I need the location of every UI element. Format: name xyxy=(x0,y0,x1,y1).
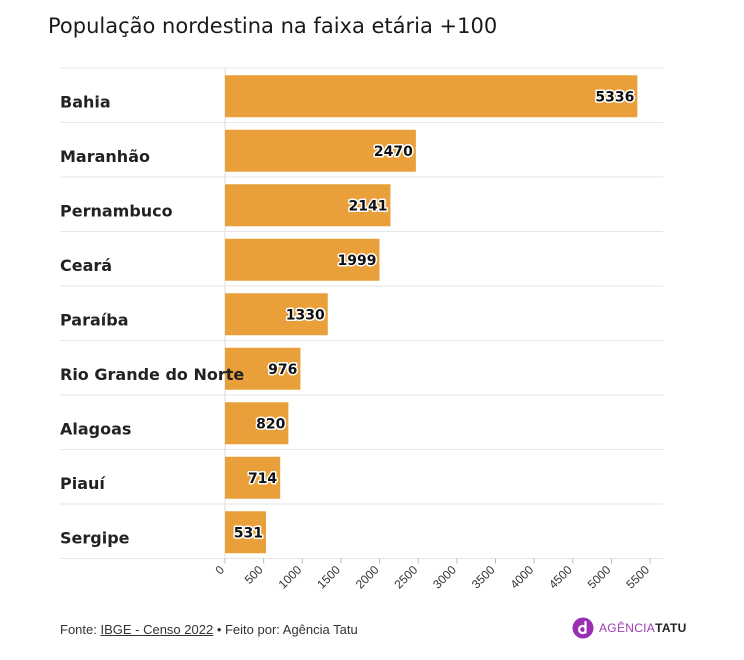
x-tick-label: 3500 xyxy=(469,562,498,591)
bar-value-label: 714 xyxy=(248,471,277,487)
source-prefix: Fonte: xyxy=(60,622,101,637)
x-tick-label: 2500 xyxy=(392,562,421,591)
bar-value-label: 820 xyxy=(256,416,285,432)
source-link[interactable]: IBGE - Censo 2022 xyxy=(100,622,214,637)
bar-6 xyxy=(225,402,289,445)
bar-3 xyxy=(225,238,380,281)
chart-title: População nordestina na faixa etária +10… xyxy=(48,14,498,38)
bar-value-label: 2141 xyxy=(348,198,387,214)
bar-7 xyxy=(225,456,281,499)
x-tick-label: 1000 xyxy=(276,562,305,591)
x-tick-label: 4500 xyxy=(546,562,575,591)
x-tick-label: 5500 xyxy=(623,562,652,591)
category-label: Sergipe xyxy=(60,528,130,547)
bar-0 xyxy=(225,75,638,118)
bar-value-label: 2470 xyxy=(374,144,413,160)
x-tick-label: 1500 xyxy=(314,562,343,591)
bar-value-label: 1999 xyxy=(337,253,376,269)
bar-value-label: 1330 xyxy=(286,307,325,323)
x-tick-label: 2000 xyxy=(353,562,382,591)
credit-text: • Feito por: Agência Tatu xyxy=(213,622,358,637)
category-label: Pernambuco xyxy=(60,201,173,220)
x-tick-label: 500 xyxy=(242,562,266,586)
agencia-tatu-logo: AGÊNCIATATU xyxy=(572,617,687,639)
category-label: Rio Grande do Norte xyxy=(60,365,244,384)
tatu-logo-icon xyxy=(572,617,594,639)
category-label: Piauí xyxy=(60,474,106,493)
bar-8 xyxy=(225,511,267,554)
category-label: Paraíba xyxy=(60,310,129,329)
logo-text-agencia: AGÊNCIA xyxy=(599,621,656,635)
x-tick-label: 5000 xyxy=(585,562,614,591)
bar-value-label: 531 xyxy=(234,525,263,541)
logo-text-tatu: TATU xyxy=(655,621,687,635)
category-label: Maranhão xyxy=(60,147,150,166)
x-tick-label: 3000 xyxy=(430,562,459,591)
category-label: Bahia xyxy=(60,92,111,111)
bar-2 xyxy=(225,184,391,227)
footer: Fonte: IBGE - Censo 2022 • Feito por: Ag… xyxy=(60,622,358,637)
bar-value-label: 5336 xyxy=(595,89,634,105)
bar-value-label: 976 xyxy=(268,362,297,378)
bar-1 xyxy=(225,129,416,172)
x-tick-label: 0 xyxy=(212,563,227,578)
bar-5 xyxy=(225,347,301,390)
category-label: Alagoas xyxy=(60,419,131,438)
x-tick-label: 4000 xyxy=(507,562,536,591)
bar-chart: 0 500 1000 1500 2000 2500 3000 3500 4000 4500 5000… xyxy=(60,67,663,592)
category-label: Ceará xyxy=(60,256,112,275)
bar-4 xyxy=(225,293,328,336)
